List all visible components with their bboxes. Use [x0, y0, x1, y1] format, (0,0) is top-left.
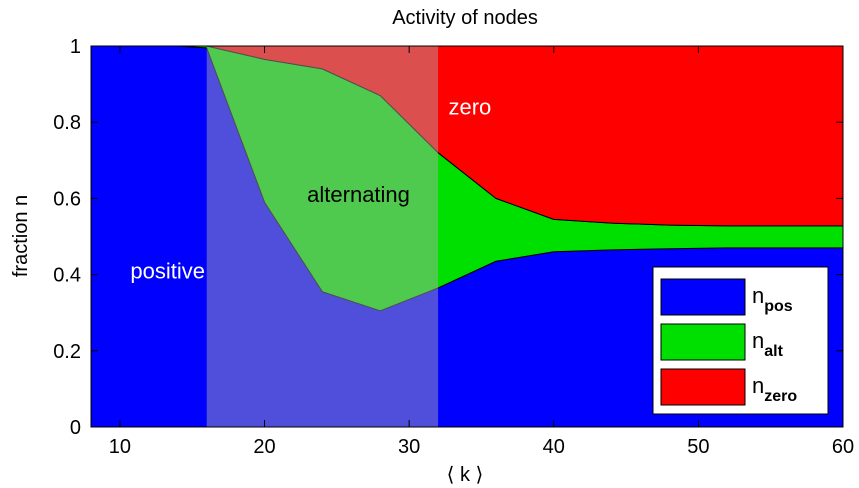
y-tick-label: 0.4: [53, 265, 81, 287]
annotation-positive: positive: [130, 258, 205, 283]
y-axis-label: fraction n: [10, 195, 32, 277]
y-tick-label: 0.8: [53, 112, 81, 134]
x-tick-label: 60: [832, 436, 854, 458]
y-tick-label: 0.2: [53, 341, 81, 363]
region-annotations: positive alternating zero: [130, 95, 491, 284]
legend-swatch-alt: [660, 323, 746, 361]
annotation-alternating: alternating: [307, 182, 410, 207]
y-tick-label: 1: [70, 36, 81, 58]
x-tick-label: 20: [253, 436, 275, 458]
chart-title: Activity of nodes: [392, 7, 538, 29]
x-axis-label: ⟨ k ⟩: [447, 464, 484, 486]
y-tick-label: 0: [70, 417, 81, 439]
legend-swatch-pos: [660, 278, 746, 316]
y-axis: 0 0.2 0.4 0.6 0.8 1: [53, 36, 843, 439]
x-tick-label: 30: [398, 436, 420, 458]
legend-label-pos: npos: [752, 283, 793, 315]
x-tick-label: 50: [687, 436, 709, 458]
x-tick-label: 40: [543, 436, 565, 458]
x-axis: 10 20 30 40 50 60: [109, 46, 854, 458]
plot-frame: [90, 45, 844, 428]
legend: npos nalt nzero: [652, 266, 829, 415]
legend-swatch-zero: [660, 368, 746, 406]
x-tick-label: 10: [109, 436, 131, 458]
legend-label-zero: nzero: [752, 373, 797, 405]
y-tick-label: 0.6: [53, 188, 81, 210]
annotation-zero: zero: [448, 95, 491, 120]
shaded-region: [206, 46, 439, 427]
legend-label-alt: nalt: [752, 328, 784, 360]
